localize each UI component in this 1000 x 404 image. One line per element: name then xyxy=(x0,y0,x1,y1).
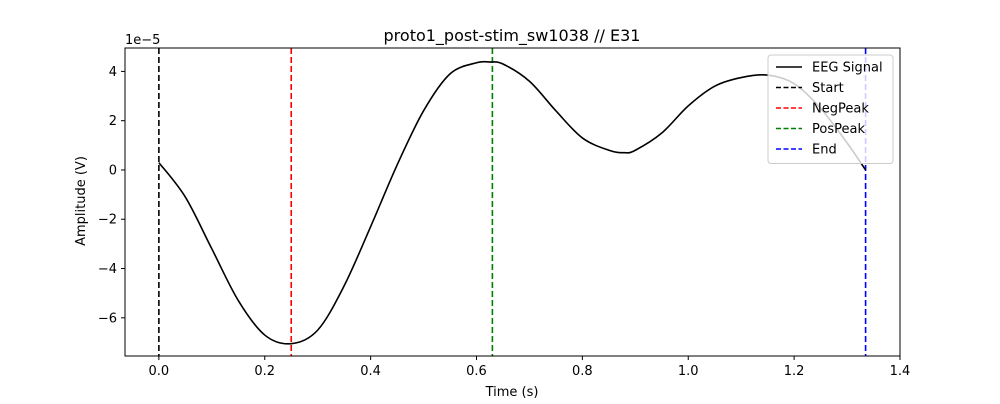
legend-box xyxy=(767,54,894,164)
y-tick-label: −4 xyxy=(98,262,117,277)
legend-label-negpeak: NegPeak xyxy=(812,102,869,117)
y-tick-label: −2 xyxy=(98,213,117,228)
x-tick-label: 0.8 xyxy=(572,364,593,379)
event-markers xyxy=(158,48,867,356)
x-axis-ticks: 0.0 0.2 0.4 0.6 0.8 1.0 1.2 1.4 xyxy=(149,356,911,379)
x-tick-label: 0.4 xyxy=(360,364,381,379)
x-tick-label: 0.2 xyxy=(254,364,275,379)
series-lines xyxy=(158,60,867,345)
legend-label-eeg-signal: EEG Signal xyxy=(812,61,883,76)
y-scale-label: 1e−5 xyxy=(125,33,160,48)
plot-frame xyxy=(124,47,901,357)
x-tick-label: 1.4 xyxy=(890,364,911,379)
y-tick-label: −6 xyxy=(98,311,117,326)
legend: EEG Signal Start NegPeak PosPeak End xyxy=(767,54,894,164)
x-tick-label: 0.6 xyxy=(466,364,487,379)
x-tick-label: 1.2 xyxy=(784,364,805,379)
y-tick-label: 2 xyxy=(109,114,117,129)
legend-label-start: Start xyxy=(812,81,844,96)
x-tick-label: 1.0 xyxy=(678,364,699,379)
y-tick-label: 4 xyxy=(109,65,117,80)
y-axis-ticks: −6 −4 −2 0 2 4 xyxy=(98,65,125,326)
legend-label-pospeak: PosPeak xyxy=(812,122,865,137)
series-line-eeg-signal xyxy=(158,60,867,345)
x-axis-label: Time (s) xyxy=(485,385,539,400)
x-tick-label: 0.0 xyxy=(149,364,170,379)
chart-title: proto1_post-stim_sw1038 // E31 xyxy=(384,26,641,46)
legend-label-end: End xyxy=(812,143,837,158)
y-tick-label: 0 xyxy=(109,163,117,178)
y-axis-label: Amplitude (V) xyxy=(74,156,89,246)
